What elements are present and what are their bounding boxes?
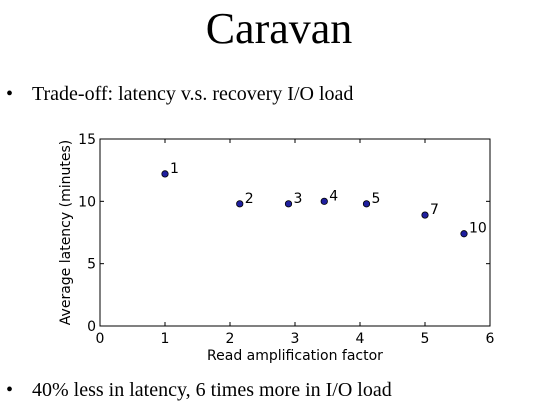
data-point	[460, 230, 468, 238]
x-tick-label: 0	[96, 331, 105, 347]
data-point	[236, 200, 244, 208]
bullet-symbol: •	[6, 83, 14, 105]
x-tick-label: 4	[356, 331, 365, 347]
data-point-label: 7	[430, 202, 439, 218]
bullet-item: • Trade-off: latency v.s. recovery I/O lo…	[6, 82, 353, 106]
y-tick-label: 0	[87, 319, 96, 335]
data-point-label: 1	[170, 161, 179, 177]
data-point-label: 3	[294, 191, 303, 207]
x-tick-label: 6	[486, 331, 495, 347]
bullet-symbol: •	[6, 379, 14, 401]
x-tick-label: 3	[291, 331, 300, 347]
data-point	[421, 211, 429, 219]
data-point	[362, 200, 371, 208]
data-point-label: 10	[469, 221, 487, 237]
x-axis-label: Read amplification factor	[207, 348, 383, 364]
slide-title: Caravan	[205, 4, 353, 53]
y-tick-label: 10	[78, 194, 96, 210]
x-tick-label: 1	[161, 331, 170, 347]
plot-frame	[99, 138, 491, 327]
y-axis-label: Average latency (minutes)	[58, 140, 74, 325]
data-point	[284, 200, 293, 208]
bullet-item: • 40% less in latency, 6 times more in I/…	[6, 378, 392, 402]
data-point	[161, 170, 169, 178]
x-tick-label: 2	[226, 331, 235, 347]
y-tick-label: 5	[87, 257, 96, 273]
bullet-text: 40% less in latency, 6 times more in I/O…	[32, 379, 392, 401]
y-tick-label: 15	[78, 132, 96, 148]
bullet-text: Trade-off: latency v.s. recovery I/O loa…	[32, 83, 354, 105]
data-point	[320, 197, 328, 205]
data-point-label: 5	[372, 191, 381, 207]
data-point-label: 2	[245, 191, 254, 207]
data-point-label: 4	[329, 188, 338, 204]
x-tick-label: 5	[421, 331, 430, 347]
